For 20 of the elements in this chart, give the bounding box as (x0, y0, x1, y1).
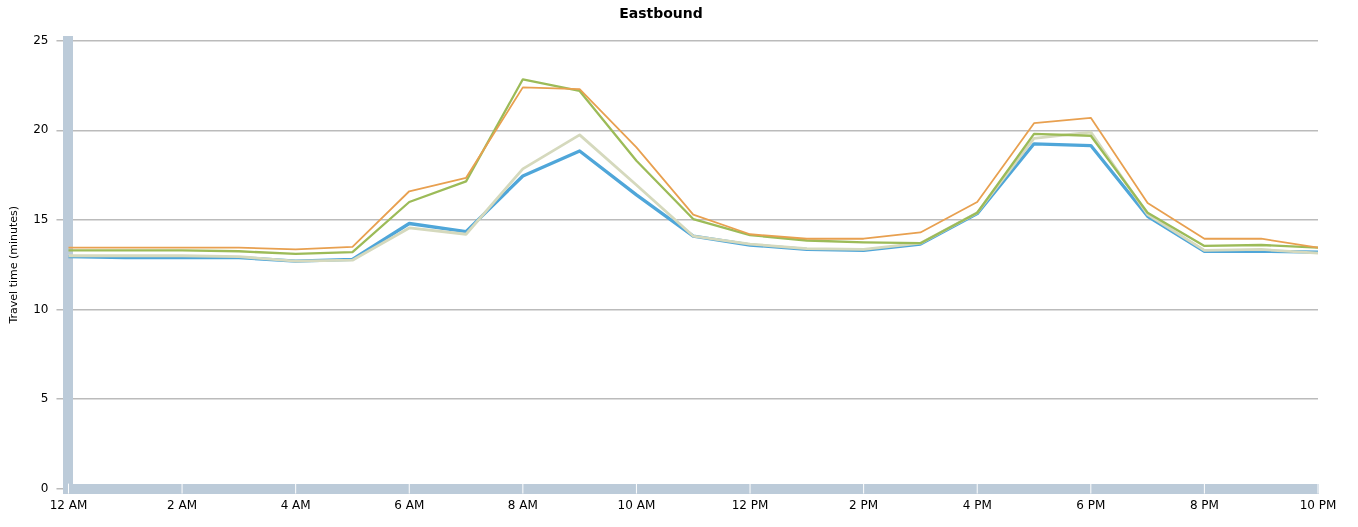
y-axis-title: Travel time (minutes) (7, 205, 21, 325)
x-tick-label: 2 PM (849, 497, 879, 512)
x-tick-label: 12 AM (49, 497, 88, 512)
y-tick-label: 15 (33, 212, 49, 227)
y-tick-label: 0 (40, 480, 49, 495)
x-tick-label: 12 PM (731, 497, 769, 512)
x-tick-label: 6 AM (394, 497, 425, 512)
x-tick-label: 10 PM (1299, 497, 1337, 512)
x-tick-label: 10 AM (617, 497, 656, 512)
x-tick-label: 4 PM (962, 497, 992, 512)
y-tick-label: 5 (40, 391, 49, 406)
chart-title: Eastbound (619, 5, 703, 22)
x-tick-label: 4 AM (280, 497, 311, 512)
x-tick-label: 2 AM (167, 497, 198, 512)
x-tick-label: 8 PM (1189, 497, 1219, 512)
y-tick-label: 20 (33, 122, 49, 137)
y-tick-label: 10 (33, 301, 49, 316)
x-tick-label: 8 AM (507, 497, 538, 512)
x-tick-label: 6 PM (1076, 497, 1106, 512)
y-tick-label: 25 (33, 32, 49, 47)
